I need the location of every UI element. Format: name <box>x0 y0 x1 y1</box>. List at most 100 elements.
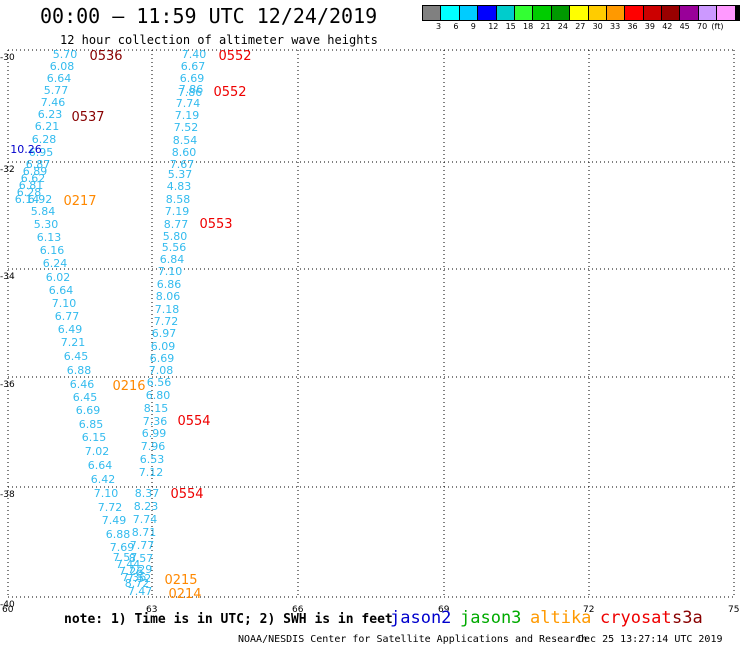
altimeter-tracks: 5.706.086.645.777.466.236.216.286.956.87… <box>10 48 206 598</box>
wave-height-value: 7.10 <box>94 487 119 500</box>
satellite-legend-item: jason2 <box>390 608 452 628</box>
wave-height-value: 7.40 <box>182 48 207 61</box>
wave-height-value: 6.67 <box>181 60 206 73</box>
color-scale-swatch <box>606 5 626 21</box>
wave-height-value: 7.46 <box>41 96 66 109</box>
wave-height-value: 8.06 <box>156 290 181 303</box>
pass-time-label: 0554 <box>177 414 210 429</box>
satellite-legend-item: jason3 <box>460 608 522 628</box>
color-scale-bar <box>422 5 740 21</box>
wave-height-value: 7.02 <box>85 445 110 458</box>
footer-credit: NOAA/NESDIS Center for Satellite Applica… <box>238 634 588 645</box>
wave-height-value: 10.26 <box>10 143 42 156</box>
wave-height-value: 6.45 <box>64 350 89 363</box>
wave-height-value: 7.36 <box>122 571 147 584</box>
wave-height-value: 8.71 <box>132 526 157 539</box>
map-grid <box>7 49 735 598</box>
color-scale-swatch <box>680 5 699 21</box>
wave-height-value: 6.64 <box>49 284 74 297</box>
wave-height-value: 6.86 <box>157 278 182 291</box>
wave-height-value: 7.49 <box>102 514 127 527</box>
wave-height-value: 6.64 <box>88 459 113 472</box>
wave-height-value: 7.10 <box>52 297 77 310</box>
color-scale-label: 70 <box>697 22 708 31</box>
wave-height-value: 7.72 <box>98 501 123 514</box>
wave-height-value: 6.28 <box>32 133 57 146</box>
latitude-label: -36 <box>0 380 15 390</box>
wave-height-value: 7.10 <box>158 265 183 278</box>
wave-height-value: 6.77 <box>55 310 80 323</box>
color-scale-swatch <box>588 5 607 21</box>
satellite-legend-item: altika <box>530 608 592 628</box>
wave-height-value: 7.57 <box>113 551 138 564</box>
longitude-label: 66 <box>292 605 304 615</box>
wave-height-value: 8.77 <box>164 218 189 231</box>
longitude-label: 75 <box>728 605 739 615</box>
wave-height-value: 6.95 <box>29 146 54 159</box>
color-scale-swatch <box>662 5 681 21</box>
wave-height-value: 6.16 <box>40 244 65 257</box>
wave-height-value: 8.37 <box>135 487 160 500</box>
wave-height-value: 7.29 <box>128 563 153 576</box>
wave-height-value: 6.15 <box>82 431 107 444</box>
footer-timestamp: Dec 25 13:27:14 UTC 2019 <box>578 634 723 645</box>
wave-height-value: 6.08 <box>50 60 75 73</box>
page-title: 00:00 – 11:59 UTC 12/24/2019 <box>40 4 378 28</box>
wave-height-value: 6.81 <box>19 179 44 192</box>
wave-height-value: 7.44 <box>116 558 141 571</box>
wave-height-value: 8.72 <box>125 577 150 590</box>
color-scale-label: 24 <box>557 22 568 31</box>
wave-height-value: 6.69 <box>180 72 205 85</box>
wave-height-value: 7.86 <box>178 86 203 99</box>
wave-height-value: 8.54 <box>173 134 198 147</box>
wave-height-value: 8.57 <box>129 552 154 565</box>
wave-height-value: 6.84 <box>160 253 185 266</box>
wave-height-value: 7.12 <box>139 466 164 479</box>
wave-height-value: 5.70 <box>53 48 78 61</box>
latitude-label: -40 <box>0 600 15 610</box>
color-scale-label: 18 <box>523 22 534 31</box>
wave-height-value: 7.36 <box>143 415 168 428</box>
color-scale-swatch <box>422 5 442 21</box>
wave-height-value: 5.77 <box>44 84 69 97</box>
footer-note: note: 1) Time is in UTC; 2) SWH is in fe… <box>64 612 393 627</box>
color-scale-label: 42 <box>662 22 673 31</box>
wave-height-value: 7.69 <box>110 541 135 554</box>
page-subtitle: 12 hour collection of altimeter wave hei… <box>60 33 378 47</box>
wave-height-value: 7.77 <box>130 539 155 552</box>
wave-height-value: 7.72 <box>154 315 179 328</box>
color-scale-swatch <box>735 5 740 21</box>
wave-height-value: 5.56 <box>162 241 187 254</box>
longitude-label: 69 <box>438 605 450 615</box>
wave-height-value: 5.84 <box>31 205 56 218</box>
color-scale-label: (ft) <box>711 22 724 31</box>
wave-height-value: 6.46 <box>70 378 95 391</box>
latitude-label: -34 <box>0 272 15 282</box>
color-scale-swatch <box>533 5 552 21</box>
latitude-label: -38 <box>0 490 15 500</box>
wave-height-value: 6.99 <box>142 427 167 440</box>
wave-height-value: 5.37 <box>168 168 193 181</box>
color-scale-label: 45 <box>679 22 690 31</box>
wave-height-value: 6.85 <box>79 418 104 431</box>
pass-time-label: 0552 <box>218 49 251 64</box>
satellite-legend-item: cryosat <box>600 608 672 628</box>
wave-height-value: 6.13 <box>37 231 62 244</box>
wave-height-value: 8.15 <box>144 402 169 415</box>
color-scale-swatch <box>459 5 479 21</box>
wave-height-value: 7.19 <box>175 109 200 122</box>
color-scale-swatch <box>478 5 497 21</box>
color-scale-label: 6 <box>453 22 459 31</box>
color-scale-label: 39 <box>644 22 655 31</box>
wave-height-value: 6.88 <box>106 528 131 541</box>
color-scale-label: 9 <box>470 22 476 31</box>
pass-time-label: 0554 <box>170 487 203 502</box>
latitude-label: -32 <box>0 165 15 175</box>
wave-height-value: 7.86 <box>179 83 204 96</box>
color-scale-label: 21 <box>540 22 551 31</box>
wave-height-value: 8.58 <box>166 193 191 206</box>
wave-height-value: 6.62 <box>21 172 46 185</box>
color-scale-swatch <box>570 5 589 21</box>
